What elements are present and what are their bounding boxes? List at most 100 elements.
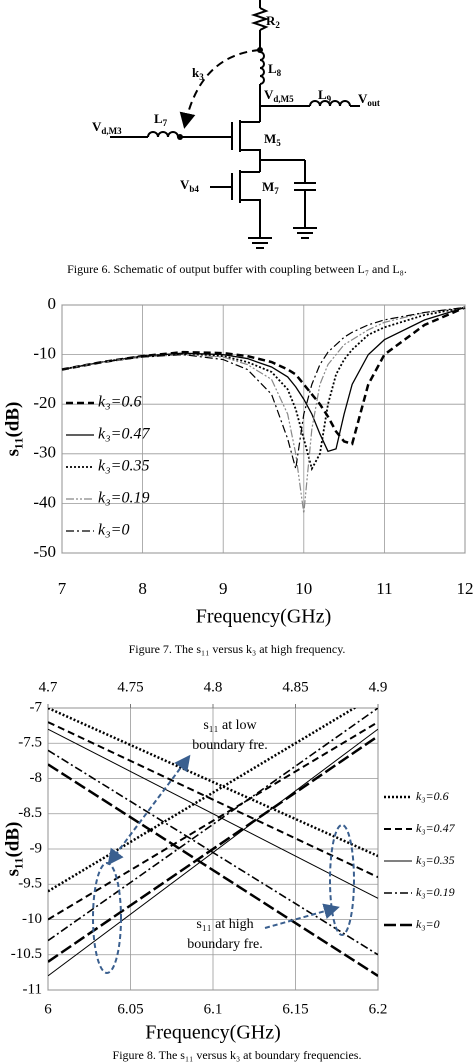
- series-line: [48, 721, 378, 879]
- label-main: R: [266, 13, 276, 28]
- highlight-ellipse: [329, 824, 355, 936]
- annotation-arrow: [264, 903, 340, 929]
- x-tick-label: 12: [457, 579, 474, 598]
- label-sub: d,M3: [101, 126, 122, 136]
- y-tick-label: -30: [33, 443, 56, 462]
- label-main: k: [192, 65, 200, 80]
- label-sub: 7: [274, 186, 279, 196]
- y-tick-label: -11: [23, 981, 42, 997]
- x-tick-label: 9: [219, 579, 228, 598]
- y-axis-label: s₁₁(dB): [2, 822, 23, 877]
- label-main: V: [92, 119, 102, 134]
- legend-label: k₃=0.19: [416, 885, 455, 899]
- y-tick-label: -9.5: [18, 876, 42, 892]
- x-tick-label: 11: [376, 579, 392, 598]
- label-sub: 9: [327, 94, 332, 104]
- x-tick-label: 6: [44, 1001, 52, 1017]
- label-sub: out: [367, 98, 380, 108]
- series-line: [61, 306, 466, 472]
- y-tick-label: -7.5: [18, 735, 42, 751]
- legend-label: k₃=0.6: [416, 789, 449, 803]
- y-axis-label: s₁₁(dB): [2, 402, 23, 457]
- label-sub: 3: [199, 72, 204, 82]
- schematic-label: k3: [192, 65, 204, 82]
- x2-tick-label: 4.7: [39, 679, 58, 695]
- label-sub: d,M5: [273, 94, 294, 104]
- legend-label: k₃=0.6: [98, 394, 141, 411]
- plot-area: [48, 708, 378, 977]
- label-sub: 5: [276, 138, 281, 148]
- y-tick-label: -50: [33, 542, 56, 561]
- x2-tick-label: 4.85: [282, 679, 308, 695]
- legend-label: k₃=0.35: [416, 853, 455, 867]
- series-line: [61, 306, 466, 446]
- legend-label: k₃=0.47: [98, 426, 150, 443]
- legend-label: k₃=0.19: [98, 490, 149, 507]
- x2-tick-label: 4.75: [117, 679, 143, 695]
- y-tick-label: 0: [48, 294, 57, 313]
- label-sub: 2: [275, 20, 280, 30]
- y-tick-label: -10: [22, 911, 42, 927]
- y-tick-label: -40: [33, 492, 56, 511]
- x-tick-label: 6.05: [117, 1001, 143, 1017]
- schematic: [110, 0, 360, 249]
- schematic-label: M5: [264, 131, 281, 148]
- series-line: [48, 708, 357, 893]
- series-line: [48, 749, 378, 956]
- x-tick-label: 10: [295, 579, 312, 598]
- label-main: M: [262, 179, 274, 194]
- series-line: [48, 735, 378, 963]
- y-tick-label: -10.5: [11, 946, 42, 962]
- label-sub: 7: [163, 118, 168, 128]
- legend-label: k₃=0.47: [416, 821, 456, 835]
- annotation: boundary fre.: [192, 738, 267, 753]
- annotation: boundary fre.: [187, 937, 262, 952]
- y-tick-label: -9: [30, 840, 43, 856]
- series-line: [48, 728, 378, 899]
- series-line: [61, 306, 466, 469]
- schematic-label: L8: [268, 61, 282, 78]
- label-main: V: [358, 91, 368, 106]
- highlight-ellipse: [92, 862, 122, 974]
- y-tick-label: -10: [33, 344, 56, 363]
- x2-tick-label: 4.8: [204, 679, 223, 695]
- annotation: s₁₁ at low: [203, 718, 257, 733]
- y-tick-label: -8.5: [18, 805, 42, 821]
- schematic-label: Vb4: [180, 177, 199, 194]
- series-line: [48, 763, 378, 977]
- label-main: V: [264, 87, 274, 102]
- y-tick-label: -8: [30, 770, 43, 786]
- label-sub: 8: [277, 68, 282, 78]
- x-tick-label: 8: [138, 579, 147, 598]
- label-main: L: [154, 111, 163, 126]
- series-line: [48, 708, 378, 942]
- legend-label: k₃=0: [416, 917, 440, 931]
- figure-caption: Figure 6. Schematic of output buffer wit…: [67, 262, 407, 276]
- series-line: [48, 708, 378, 858]
- schematic-label: L7: [154, 111, 168, 128]
- schematic-label: R2: [266, 13, 280, 30]
- label-main: L: [318, 87, 327, 102]
- schematic-label: Vd,M5: [264, 87, 294, 104]
- annotation-arrow: [107, 754, 191, 866]
- x-axis-label: Frequency(GHz): [145, 1022, 281, 1044]
- x-tick-label: 6.15: [282, 1001, 308, 1017]
- label-main: L: [268, 61, 277, 76]
- y-tick-label: -20: [33, 393, 56, 412]
- schematic-label: M7: [262, 179, 279, 196]
- label-main: V: [180, 177, 190, 192]
- x-tick-label: 6.2: [369, 1001, 388, 1017]
- legend-label: k₃=0: [98, 522, 129, 539]
- label-sub: b4: [189, 184, 199, 194]
- schematic-label: Vout: [358, 91, 380, 108]
- annotation: s₁₁ at high: [196, 917, 253, 932]
- schematic-label: L9: [318, 87, 332, 104]
- legend-label: k₃=0.35: [98, 458, 149, 475]
- x2-tick-label: 4.9: [369, 679, 388, 695]
- label-main: M: [264, 131, 276, 146]
- series-line: [48, 721, 378, 921]
- x-axis-label: Frequency(GHz): [196, 606, 332, 628]
- schematic-label: Vd,M3: [92, 119, 122, 136]
- y-tick-label: -7: [30, 699, 43, 715]
